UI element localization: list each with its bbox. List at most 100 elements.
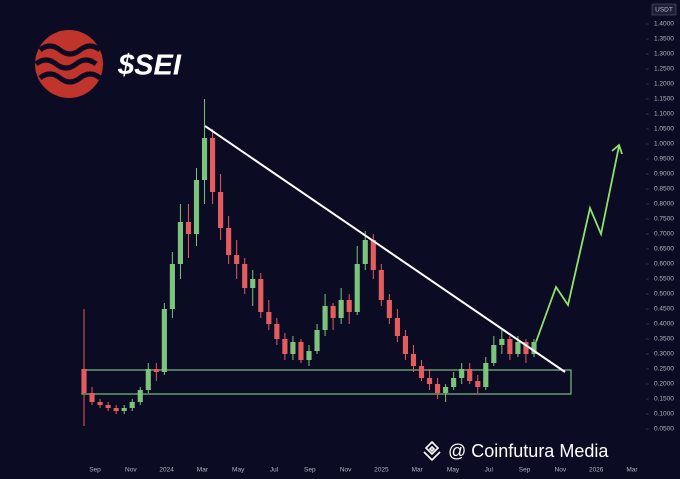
x-tick-label: Nov <box>340 467 352 474</box>
candle-body <box>105 405 111 408</box>
trendline <box>204 125 566 373</box>
y-tick-label: 0.3000 <box>654 351 674 358</box>
candle-body <box>410 354 417 366</box>
y-tick-label: 0.8000 <box>654 201 674 208</box>
candle-body <box>266 312 272 324</box>
candle-body <box>145 369 151 390</box>
candle-body <box>97 402 103 405</box>
y-tick-label: 1.2000 <box>654 81 674 88</box>
watermark: @ Coinfutura Media <box>448 441 609 461</box>
y-tick-label: 0.3500 <box>654 336 674 343</box>
candle-body <box>394 318 400 336</box>
y-tick-label: 1.4000 <box>654 21 674 28</box>
candle-body <box>121 408 127 411</box>
y-tick-label: 0.5000 <box>654 291 674 298</box>
candle-body <box>515 342 521 354</box>
candle-body <box>242 264 248 288</box>
candle-body <box>435 384 441 393</box>
candle-body <box>459 369 465 378</box>
candle-body <box>250 279 256 288</box>
projection-arrow <box>611 143 623 155</box>
candle-body <box>185 222 192 234</box>
y-tick-label: 1.2500 <box>654 66 674 73</box>
candle-body <box>322 306 328 330</box>
candle-body <box>113 408 119 411</box>
x-tick-label: Jul <box>485 467 494 474</box>
y-tick-label: 0.2000 <box>654 381 674 388</box>
candle-body <box>354 264 360 312</box>
y-tick-label: 1.3500 <box>654 36 674 43</box>
y-tick-label: 0.7500 <box>654 216 674 223</box>
candle-body <box>370 240 376 270</box>
y-tick-label: 1.1000 <box>654 111 674 118</box>
candle-body <box>282 339 288 354</box>
candle-body <box>290 342 296 354</box>
candle-body <box>386 300 392 318</box>
candle-body <box>346 300 352 312</box>
candle-body <box>153 369 159 372</box>
y-tick-label: 0.9500 <box>654 156 674 163</box>
candle-body <box>378 270 384 300</box>
candle-body <box>258 279 264 312</box>
candle-body <box>362 240 368 264</box>
currency: USDT <box>655 7 673 14</box>
y-tick-label: 0.4500 <box>654 306 674 313</box>
y-tick-label: 0.6500 <box>654 246 674 253</box>
candle-body <box>177 222 183 264</box>
title: $SEI <box>117 50 182 82</box>
candle-body <box>507 339 513 354</box>
x-tick-label: Sep <box>519 467 531 474</box>
x-tick-label: Sep <box>89 467 101 474</box>
projection <box>535 145 620 343</box>
y-tick-label: 0.5500 <box>654 276 674 283</box>
y-tick-label: 0.2500 <box>654 366 674 373</box>
candle-body <box>418 366 425 378</box>
candle-body <box>314 330 320 351</box>
y-tick-label: 1.1500 <box>654 96 674 103</box>
x-tick-label: Nov <box>555 467 567 474</box>
candle-body <box>531 342 537 354</box>
x-tick-label: Jul <box>270 467 279 474</box>
candle-body <box>475 381 481 387</box>
x-tick-label: Mar <box>626 467 638 474</box>
y-tick-label: 0.0500 <box>654 426 674 433</box>
currency-box <box>651 3 677 16</box>
candle-body <box>234 255 240 264</box>
y-tick-label: 0.1500 <box>654 396 674 403</box>
candle-body <box>451 378 457 387</box>
logo <box>34 30 103 98</box>
candle-body <box>483 363 489 387</box>
candle-body <box>491 345 497 363</box>
y-tick-label: 0.4000 <box>654 321 674 328</box>
candle-body <box>81 369 87 393</box>
candle-body <box>161 309 167 372</box>
y-tick-label: 0.1000 <box>654 411 674 418</box>
x-tick-label: May <box>447 467 460 474</box>
candle-body <box>402 336 408 354</box>
x-tick-label: Mar <box>412 467 424 474</box>
watermark-icon <box>423 440 441 462</box>
y-tick-label: 0.9000 <box>654 171 674 178</box>
x-tick-label: 2026 <box>589 467 604 474</box>
candle-body <box>330 306 336 318</box>
candle-body <box>306 351 312 360</box>
candle-body <box>426 378 433 384</box>
x-tick-label: Mar <box>197 467 209 474</box>
candle-body <box>201 138 208 180</box>
x-tick-label: Sep <box>304 467 316 474</box>
candle-body <box>129 402 135 408</box>
candle-body <box>443 387 449 393</box>
candle-body <box>210 138 216 192</box>
candle-body <box>274 324 280 339</box>
candle-body <box>298 342 304 360</box>
x-tick-label: May <box>232 467 245 474</box>
candle-body <box>523 342 529 354</box>
x-tick-label: 2024 <box>159 467 174 474</box>
y-tick-label: 1.0000 <box>654 141 674 148</box>
candle-body <box>499 339 505 345</box>
candle-body <box>226 228 232 255</box>
candle-body <box>218 192 224 228</box>
y-tick-label: 1.0500 <box>654 126 674 133</box>
